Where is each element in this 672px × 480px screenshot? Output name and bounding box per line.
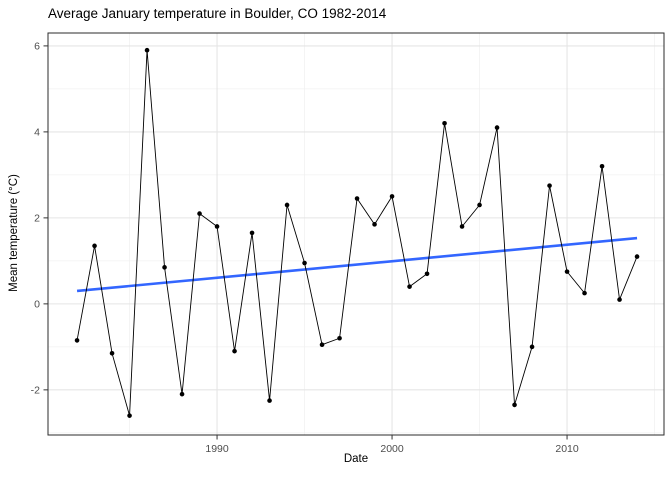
data-point-1999 <box>372 222 377 227</box>
data-point-1998 <box>354 196 360 201</box>
data-point-2008 <box>529 344 535 350</box>
data-point-2002 <box>424 271 430 277</box>
data-point-2007 <box>512 402 517 408</box>
data-point-1982 <box>74 338 80 343</box>
data-point-2011 <box>582 290 587 296</box>
data-point-1996 <box>319 342 325 348</box>
panel-border <box>47 32 665 436</box>
data-point-2009 <box>547 183 552 188</box>
y-tick-label: 4 <box>34 126 40 138</box>
data-point-1985 <box>127 413 132 418</box>
y-tick-label: 0 <box>34 298 40 310</box>
data-point-2005 <box>477 202 482 208</box>
data-point-2010 <box>564 269 570 274</box>
chart-title: Average January temperature in Boulder, … <box>48 6 387 21</box>
x-tick-label: 1990 <box>205 443 229 455</box>
data-point-2000 <box>389 194 395 199</box>
panel-background <box>48 33 664 435</box>
data-point-1994 <box>284 202 290 208</box>
x-tick-label: 2010 <box>555 443 579 455</box>
data-point-1986 <box>144 47 150 53</box>
data-point-2006 <box>494 125 500 130</box>
data-point-2001 <box>407 284 412 289</box>
x-axis-title: Date <box>343 453 369 465</box>
data-point-2003 <box>442 120 447 126</box>
trend-line <box>76 236 638 293</box>
x-tick-label: 2000 <box>380 443 404 455</box>
data-point-1989 <box>197 211 202 216</box>
data-point-2014 <box>634 254 640 259</box>
data-point-2013 <box>617 297 622 302</box>
data-point-1983 <box>92 243 97 249</box>
data-point-1987 <box>162 265 167 270</box>
data-point-2004 <box>459 224 465 229</box>
data-point-1988 <box>179 391 185 397</box>
y-axis-title: Mean temperature (°C) <box>8 174 20 292</box>
data-point-1990 <box>214 224 220 229</box>
data-point-1991 <box>232 348 237 354</box>
data-point-1997 <box>337 335 342 341</box>
y-tick-label: 6 <box>34 40 40 52</box>
data-point-1984 <box>109 351 115 356</box>
y-tick-label: -2 <box>31 384 40 396</box>
data-point-1995 <box>302 260 307 266</box>
y-tick-label: 2 <box>34 212 40 224</box>
data-point-1993 <box>267 398 272 403</box>
data-point-2012 <box>599 163 605 169</box>
data-point-1992 <box>249 230 255 236</box>
